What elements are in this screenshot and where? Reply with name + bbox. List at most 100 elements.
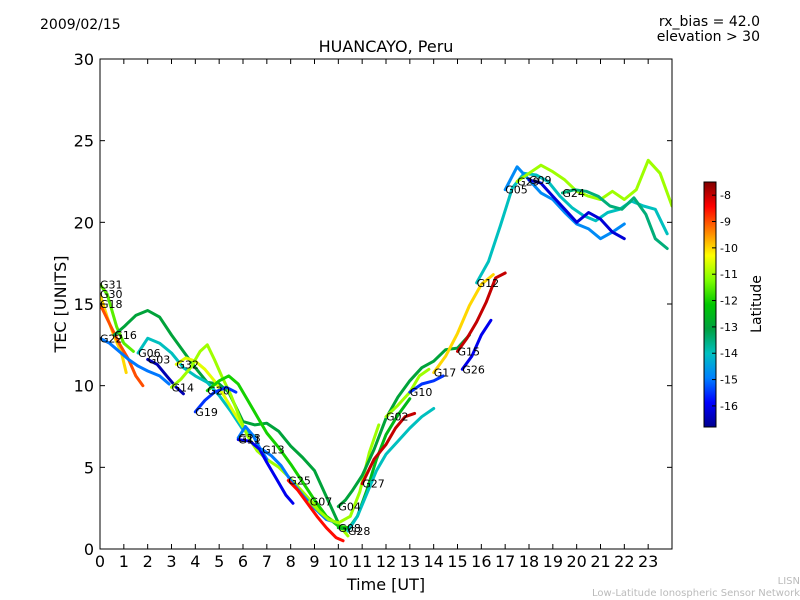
series-label-g02: G02	[386, 411, 409, 424]
rx-bias-note: rx_bias = 42.0	[658, 14, 760, 30]
x-tick-label: 9	[309, 552, 319, 571]
x-tick-label: 22	[614, 552, 634, 571]
series-line-g18	[100, 302, 145, 388]
series-label-g18: G18	[100, 298, 123, 311]
series-line-g04	[336, 333, 471, 508]
y-axis-label: TEC [UNITS]	[51, 256, 70, 354]
series-line-g10	[408, 374, 445, 394]
series-label-g04: G04	[338, 501, 361, 514]
series-label-g06: G06	[138, 347, 161, 360]
x-tick-label: 15	[447, 552, 467, 571]
series-label-g17: G17	[434, 367, 457, 380]
y-tick-label: 5	[84, 458, 94, 477]
colorbar-label: Latitude	[749, 275, 765, 333]
y-tick-label: 15	[74, 295, 94, 314]
series-label-g24: G24	[562, 187, 585, 200]
x-tick-label: 13	[400, 552, 420, 571]
series-label-g28: G28	[348, 525, 371, 538]
x-tick-label: 21	[590, 552, 610, 571]
x-tick-label: 0	[95, 552, 105, 571]
x-tick-label: 1	[119, 552, 129, 571]
x-tick-label: 8	[286, 552, 296, 571]
x-tick-label: 19	[543, 552, 563, 571]
y-tick-label: 10	[74, 377, 94, 396]
series-line-g31	[100, 282, 135, 353]
series-label-g13: G13	[262, 443, 285, 456]
series-line-g22	[100, 336, 171, 386]
series-line-g29	[515, 158, 672, 208]
series-label-g16: G16	[114, 329, 137, 342]
series-label-g08: G08	[338, 522, 361, 535]
series-label-g27: G27	[362, 478, 385, 491]
footer-lisn: LISN	[777, 576, 800, 587]
elevation-note: elevation > 30	[656, 29, 760, 45]
series-line-g11	[236, 438, 295, 505]
x-tick-label: 4	[190, 552, 200, 571]
x-tick-label: 18	[519, 552, 539, 571]
series-label-g12: G12	[477, 277, 500, 290]
series-line-g27	[360, 411, 417, 486]
series-line-g17	[432, 273, 495, 375]
y-tick-label: 25	[74, 132, 94, 151]
colorbar-tick-label: -8	[720, 189, 731, 202]
x-tick-label: 11	[352, 552, 372, 571]
plot-area	[100, 59, 672, 549]
series-line-g03	[146, 358, 185, 396]
series-line-g06	[136, 336, 257, 438]
series-label-g11: G11	[238, 434, 261, 447]
colorbar-tick-label: -14	[720, 347, 738, 360]
series-label-g19: G19	[195, 406, 218, 419]
x-tick-label: 10	[328, 552, 348, 571]
x-tick-label: 14	[423, 552, 443, 571]
x-tick-label: 23	[638, 552, 658, 571]
series-line-g07	[308, 423, 381, 525]
series-label-g25: G25	[288, 474, 311, 487]
series-line-g24	[560, 188, 669, 250]
series-label-g26: G26	[462, 363, 485, 376]
series-label-g05: G05	[505, 184, 528, 197]
series-label-g09: G09	[529, 174, 552, 187]
series-label-g20: G20	[207, 385, 230, 398]
x-tick-label: 12	[376, 552, 396, 571]
series-line-g09	[527, 178, 626, 241]
series-label-g15: G15	[458, 345, 481, 358]
series-label-g29: G29	[517, 176, 540, 189]
x-tick-label: 2	[143, 552, 153, 571]
colorbar-tick-label: -12	[720, 295, 738, 308]
x-tick-label: 6	[238, 552, 248, 571]
series-label-g22: G22	[100, 332, 123, 345]
series-label-g03: G03	[148, 354, 171, 367]
colorbar	[703, 181, 717, 428]
colorbar-tick-label: -13	[720, 321, 738, 334]
series-label-g30: G30	[100, 288, 123, 301]
colorbar-tick-label: -10	[720, 242, 738, 255]
y-tick-label: 0	[84, 540, 94, 559]
y-tick-label: 30	[74, 50, 94, 69]
colorbar-tick-label: -15	[720, 374, 738, 387]
series-label-g31: G31	[100, 278, 123, 291]
series-line-g26	[460, 318, 493, 371]
x-tick-label: 20	[566, 552, 586, 571]
series-label-g07: G07	[310, 496, 333, 509]
series-line-g19	[193, 385, 238, 414]
colorbar-tick-label: -11	[720, 268, 738, 281]
series-line-g12	[475, 171, 669, 285]
x-tick-label: 5	[214, 552, 224, 571]
date-label: 2009/02/15	[40, 17, 121, 33]
series-line-g32	[174, 356, 245, 428]
x-tick-label: 16	[471, 552, 491, 571]
footer-network: Low-Latitude Ionospheric Sensor Network	[592, 588, 800, 599]
series-label-g10: G10	[410, 386, 433, 399]
colorbar-tick-label: -16	[720, 400, 738, 413]
series-line-g15	[456, 271, 507, 353]
series-line-g28	[346, 407, 436, 533]
series-line-g20	[205, 374, 352, 530]
x-axis-label: Time [UT]	[346, 575, 425, 594]
x-tick-label: 3	[166, 552, 176, 571]
series-line-g25	[286, 478, 345, 543]
chart-title: HUANCAYO, Peru	[318, 37, 454, 56]
colorbar-tick-label: -9	[720, 216, 731, 229]
x-tick-label: 17	[495, 552, 515, 571]
series-label-g32: G32	[176, 358, 199, 371]
